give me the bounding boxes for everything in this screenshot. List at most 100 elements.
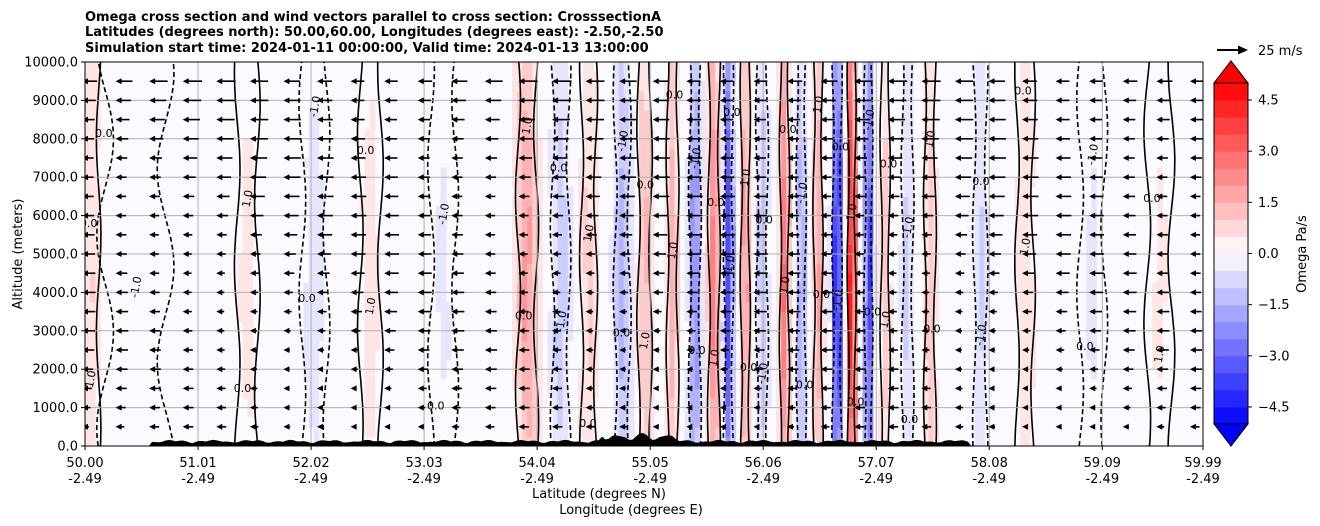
wind-vector-head <box>484 116 491 123</box>
omega-cell <box>527 234 533 245</box>
omega-cell <box>527 119 533 130</box>
wind-vector <box>1022 231 1038 238</box>
omega-cell <box>862 234 869 245</box>
wind-vector-head <box>417 116 424 123</box>
omega-cell <box>95 129 101 140</box>
wind-vector-head <box>350 327 357 334</box>
omega-cell <box>801 321 808 332</box>
omega-cell <box>669 244 676 255</box>
omega-cell <box>745 129 752 140</box>
omega-cell <box>776 90 782 101</box>
omega-cell <box>730 129 737 140</box>
omega-cell <box>760 350 767 361</box>
omega-cell <box>923 398 930 409</box>
omega-cell <box>562 234 569 245</box>
omega-cell <box>740 90 747 101</box>
omega-cell <box>862 110 869 121</box>
omega-cell <box>552 177 559 188</box>
omega-cell <box>684 234 691 245</box>
wind-vector-head <box>1055 404 1062 411</box>
wind-vector-head <box>1055 193 1062 200</box>
omega-cell <box>644 388 650 399</box>
omega-cell <box>90 225 96 236</box>
wind-vector-head <box>1022 212 1029 219</box>
wind-vector <box>719 155 734 161</box>
wind-vector <box>283 135 302 142</box>
omega-cell <box>623 311 630 322</box>
omega-cell <box>522 398 528 409</box>
omega-cell <box>796 206 803 217</box>
wind-vector <box>115 327 129 334</box>
omega-cell <box>1157 369 1163 380</box>
omega-cell <box>755 302 762 313</box>
omega-cell <box>664 158 671 169</box>
omega-cell <box>318 282 325 293</box>
omega-cell <box>237 273 244 284</box>
omega-cell <box>974 138 980 149</box>
omega-cell <box>623 177 630 188</box>
wind-vector <box>552 423 563 430</box>
wind-vector-head <box>115 135 122 142</box>
wind-vector <box>887 212 899 219</box>
wind-vector-head <box>619 270 626 277</box>
omega-cell <box>522 62 528 73</box>
omega-cell <box>755 292 762 303</box>
omega-cell <box>593 273 599 284</box>
wind-vector-head <box>787 385 794 392</box>
omega-cell <box>796 186 803 197</box>
wind-vector <box>585 308 594 315</box>
wind-vector-head <box>149 366 156 373</box>
omega-cell <box>674 350 681 361</box>
omega-cell <box>847 311 853 322</box>
wind-vector <box>820 308 834 315</box>
omega-cell <box>730 417 737 428</box>
wind-vector-head <box>1022 78 1029 85</box>
omega-cell <box>867 388 874 399</box>
omega-cell <box>628 340 635 351</box>
omega-cell <box>638 196 645 207</box>
omega-cell <box>562 62 569 73</box>
wind-vector-head <box>518 97 525 104</box>
omega-cell <box>882 292 889 303</box>
omega-cell <box>85 273 91 284</box>
omega-cell <box>760 254 767 265</box>
omega-cell <box>593 378 599 389</box>
omega-cell <box>755 148 762 159</box>
omega-cell <box>715 215 721 226</box>
wind-vector-head <box>350 212 357 219</box>
omega-cell <box>532 311 538 322</box>
omega-cell <box>1157 321 1163 332</box>
wind-vector-head <box>585 347 592 353</box>
wind-vector <box>753 423 760 430</box>
omega-cell <box>669 167 676 178</box>
omega-cell <box>364 177 371 188</box>
omega-cell <box>720 100 726 111</box>
wind-vector <box>1122 404 1131 411</box>
omega-cell <box>720 81 726 92</box>
wind-vector-head <box>887 327 894 334</box>
omega-cell <box>623 369 630 380</box>
omega-cell <box>547 359 554 370</box>
omega-cell <box>628 177 635 188</box>
omega-cell <box>369 225 376 236</box>
wind-vector-head <box>585 155 592 161</box>
omega-cell <box>740 417 747 428</box>
wind-vector-head <box>249 385 256 392</box>
wind-vector <box>787 251 800 257</box>
wind-vector <box>954 155 973 161</box>
wind-vector <box>719 116 734 123</box>
omega-cell <box>664 263 671 274</box>
wind-vector <box>552 155 568 161</box>
wind-vector <box>753 97 767 104</box>
omega-cell <box>593 177 599 188</box>
omega-cell <box>694 81 701 92</box>
omega-cell <box>730 426 737 437</box>
omega-cell <box>1157 340 1163 351</box>
omega-cell <box>547 148 554 159</box>
wind-vector <box>686 347 695 353</box>
omega-cell <box>669 225 676 236</box>
wind-vector-head <box>1189 78 1196 85</box>
wind-vector <box>317 270 330 277</box>
omega-cell <box>90 340 96 351</box>
